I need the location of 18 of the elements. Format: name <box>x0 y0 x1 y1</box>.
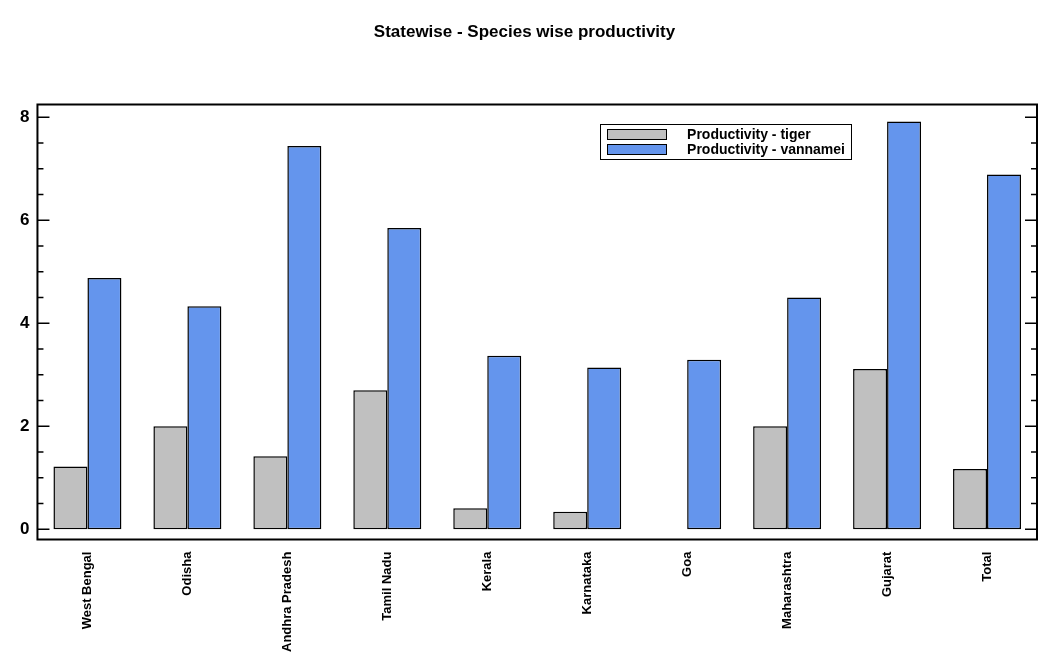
y-tick-label: 4 <box>19 312 30 332</box>
x-tick-label: Total <box>978 551 994 582</box>
x-tick-label: Karnataka <box>578 550 594 615</box>
y-tick-label: 6 <box>19 209 30 229</box>
y-tick-label: 8 <box>19 106 30 126</box>
x-tick-label: Odisha <box>178 550 194 596</box>
legend-label: Productivity - vannamei <box>687 141 845 158</box>
legend-label: Productivity - tiger <box>687 126 811 143</box>
x-tick-label: West Bengal <box>79 551 95 630</box>
chart-title: Statewise - Species wise productivity <box>373 21 676 41</box>
x-tick-label: Tamil Nadu <box>378 551 394 621</box>
y-tick-label: 0 <box>19 518 30 538</box>
x-tick-label: Goa <box>678 550 694 577</box>
x-tick-label: Maharashtra <box>778 550 794 629</box>
x-tick-label: Kerala <box>478 550 494 592</box>
x-tick-label: Andhra Pradesh <box>278 551 294 653</box>
x-tick-label: Gujarat <box>878 550 894 598</box>
y-tick-label: 2 <box>19 415 30 435</box>
